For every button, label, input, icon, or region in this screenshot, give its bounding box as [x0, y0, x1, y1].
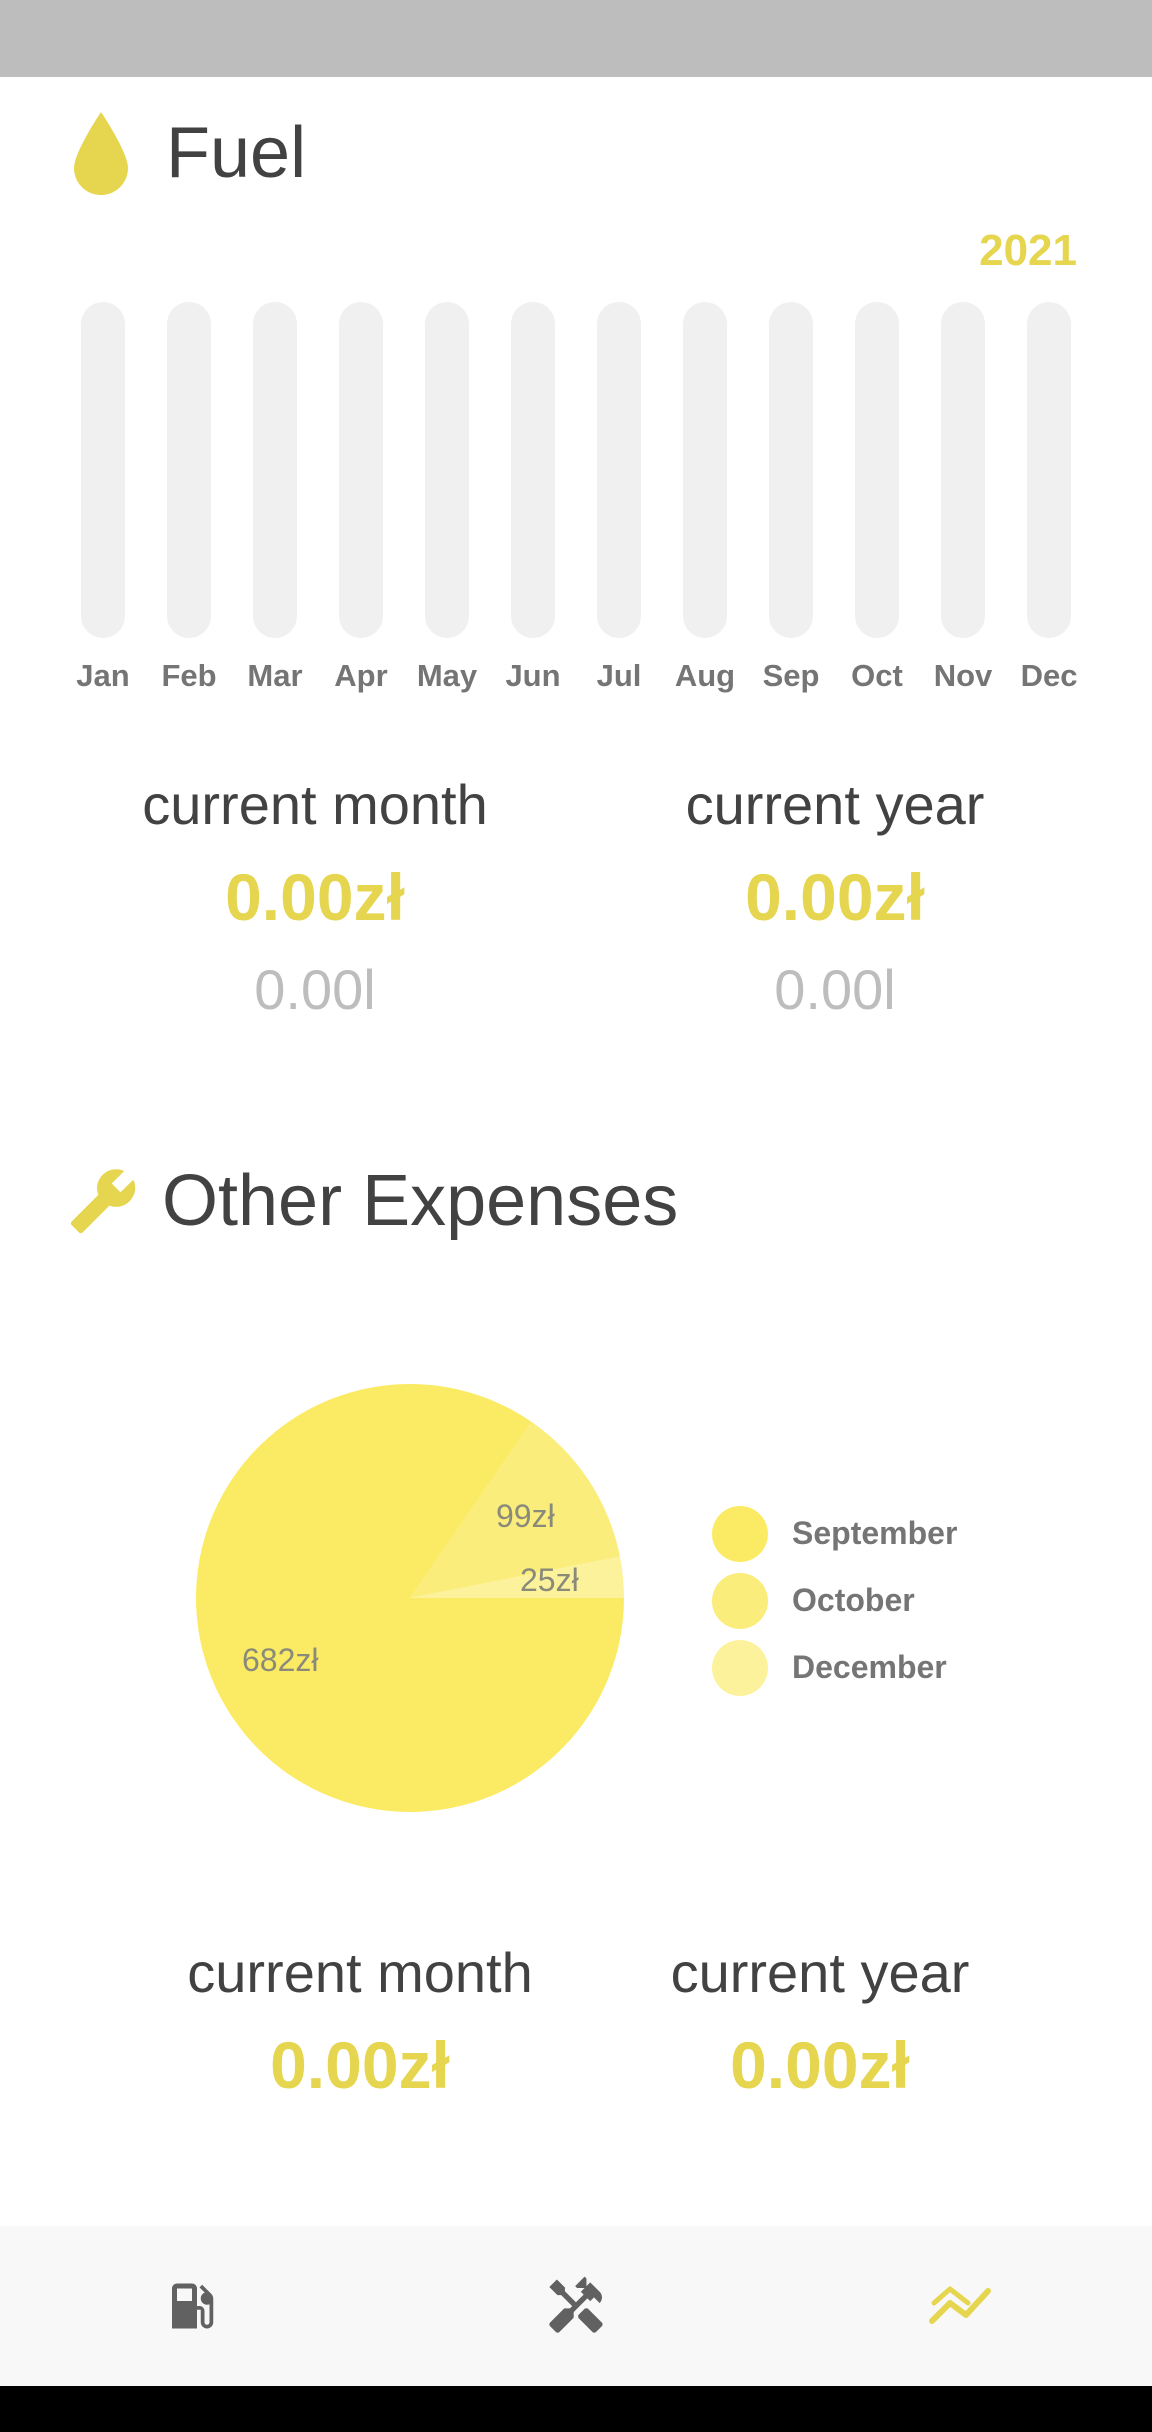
bar-label: Jan	[76, 658, 130, 693]
bar-column-mar[interactable]: Mar	[232, 300, 318, 700]
bar-column-sep[interactable]: Sep	[748, 300, 834, 700]
legend-label: December	[792, 1649, 947, 1685]
wrench-icon	[70, 1169, 136, 1234]
pie-label-december: 25zł	[520, 1562, 579, 1598]
bar-column-jan[interactable]: Jan	[60, 300, 146, 700]
bar-column-jun[interactable]: Jun	[490, 300, 576, 700]
pie-legend: September October December	[712, 1500, 957, 1701]
bar-label: Feb	[161, 658, 217, 693]
nav-fuel[interactable]	[152, 2266, 232, 2346]
nav-statistics[interactable]	[920, 2266, 1000, 2346]
fuel-current-year: current year 0.00zł 0.00l	[635, 772, 1035, 1022]
stat-label: current month	[187, 1941, 533, 2004]
stat-volume: 0.00l	[254, 958, 376, 1021]
status-bar	[0, 0, 1152, 77]
bar-label: Apr	[334, 658, 388, 693]
bar-track	[339, 302, 383, 638]
stat-cost: 0.00zł	[225, 860, 405, 934]
fuel-current-month: current month 0.00zł 0.00l	[115, 772, 515, 1022]
fuel-bar-chart: Jan Feb Mar Apr May Jun Jul Aug Sep Oct Nov Dec	[60, 300, 1080, 700]
bar-track	[1027, 302, 1071, 638]
trend-chart-icon	[929, 2286, 991, 2324]
bar-track	[941, 302, 985, 638]
bar-track	[597, 302, 641, 638]
bar-column-jul[interactable]: Jul	[576, 300, 662, 700]
bottom-navigation	[0, 2226, 1152, 2386]
legend-label: September	[792, 1515, 958, 1551]
pie-label-october: 99zł	[496, 1498, 555, 1534]
bar-column-oct[interactable]: Oct	[834, 300, 920, 700]
stat-cost: 0.00zł	[745, 860, 925, 934]
bar-track	[81, 302, 125, 638]
bar-label: Jun	[505, 658, 561, 693]
bar-track	[167, 302, 211, 638]
bar-column-aug[interactable]: Aug	[662, 300, 748, 700]
legend-dot	[712, 1639, 768, 1696]
bar-track	[769, 302, 813, 638]
pie-slice-september[interactable]	[195, 1384, 624, 1812]
stat-volume: 0.00l	[774, 958, 896, 1021]
expenses-current-year: current year 0.00zł	[620, 1940, 1020, 2103]
fuel-pump-icon	[172, 2283, 214, 2329]
bar-label: Sep	[762, 658, 820, 693]
legend-dot	[712, 1572, 768, 1629]
legend-label: October	[792, 1582, 915, 1618]
bar-column-dec[interactable]: Dec	[1006, 300, 1092, 700]
pie-slice-december[interactable]	[410, 1556, 624, 1598]
bar-track	[855, 302, 899, 638]
year-label[interactable]: 2021	[979, 226, 1077, 275]
legend-item-september: September	[712, 1500, 957, 1567]
bar-label: Oct	[851, 658, 903, 693]
pie-slice-october[interactable]	[410, 1421, 620, 1598]
bar-column-apr[interactable]: Apr	[318, 300, 404, 700]
stat-cost: 0.00zł	[730, 2028, 910, 2102]
nav-expenses[interactable]	[536, 2266, 616, 2346]
stat-label: current year	[685, 773, 985, 836]
fuel-header: Fuel	[72, 108, 306, 198]
bar-track	[253, 302, 297, 638]
legend-item-december: December	[712, 1634, 957, 1701]
stat-label: current year	[670, 1941, 970, 2004]
system-nav-bar	[0, 2386, 1152, 2432]
fuel-drop-icon	[74, 112, 128, 195]
stat-cost: 0.00zł	[270, 2028, 450, 2102]
bar-column-may[interactable]: May	[404, 300, 490, 700]
bar-track	[425, 302, 469, 638]
other-expenses-header: Other Expenses	[68, 1160, 678, 1242]
fuel-title: Fuel	[166, 113, 307, 193]
bar-label: May	[416, 658, 478, 693]
bar-label: Mar	[247, 658, 303, 693]
tools-icon	[549, 2276, 603, 2333]
bar-track	[683, 302, 727, 638]
pie-label-september: 682zł	[242, 1642, 319, 1678]
bar-label: Jul	[596, 658, 642, 693]
bar-column-nov[interactable]: Nov	[920, 300, 1006, 700]
bar-column-feb[interactable]: Feb	[146, 300, 232, 700]
bar-track	[511, 302, 555, 638]
other-expenses-title: Other Expenses	[162, 1161, 679, 1241]
legend-item-october: October	[712, 1567, 957, 1634]
legend-dot	[712, 1505, 768, 1562]
pie-svg	[195, 1384, 624, 1812]
expenses-current-month: current month 0.00zł	[160, 1940, 560, 2103]
stat-label: current month	[142, 773, 488, 836]
other-expenses-pie-chart: 682zł 99zł 25zł	[190, 1378, 630, 1818]
bar-label: Nov	[933, 658, 993, 693]
bar-label: Aug	[674, 658, 736, 693]
bar-label: Dec	[1020, 658, 1078, 693]
